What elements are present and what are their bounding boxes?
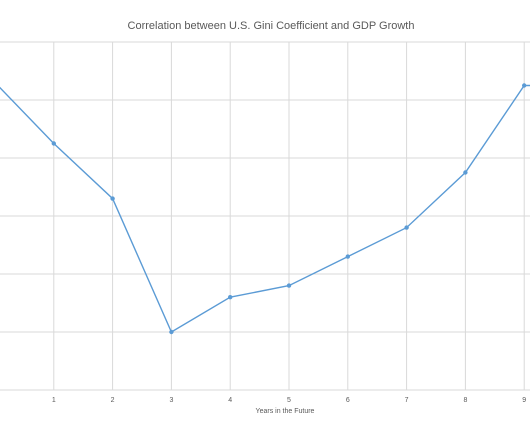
data-point <box>345 254 350 259</box>
x-tick-label: 6 <box>346 397 350 404</box>
x-tick-labels: 1 2 3 4 5 6 7 8 9 <box>52 397 526 404</box>
gridlines <box>0 41 530 390</box>
x-tick-label: 2 <box>111 397 115 404</box>
x-tick-label: 9 <box>522 397 526 404</box>
data-point <box>228 295 233 300</box>
data-point <box>51 141 56 146</box>
data-point <box>463 170 468 175</box>
data-point <box>169 329 174 335</box>
data-point <box>522 83 527 88</box>
data-point <box>286 283 292 288</box>
data-point <box>404 225 409 230</box>
chart-title: Correlation between U.S. Gini Coefficien… <box>128 20 415 32</box>
x-axis-label: Years in the Future <box>256 408 315 415</box>
x-tick-label: 7 <box>405 397 409 404</box>
series-group <box>0 83 530 335</box>
x-tick-label: 8 <box>463 397 467 404</box>
x-tick-label: 3 <box>169 397 173 404</box>
x-tick-label: 4 <box>228 397 232 404</box>
x-tick-label: 5 <box>287 397 291 404</box>
data-point <box>110 196 115 201</box>
series-line <box>0 84 530 334</box>
x-tick-label: 1 <box>52 397 56 404</box>
